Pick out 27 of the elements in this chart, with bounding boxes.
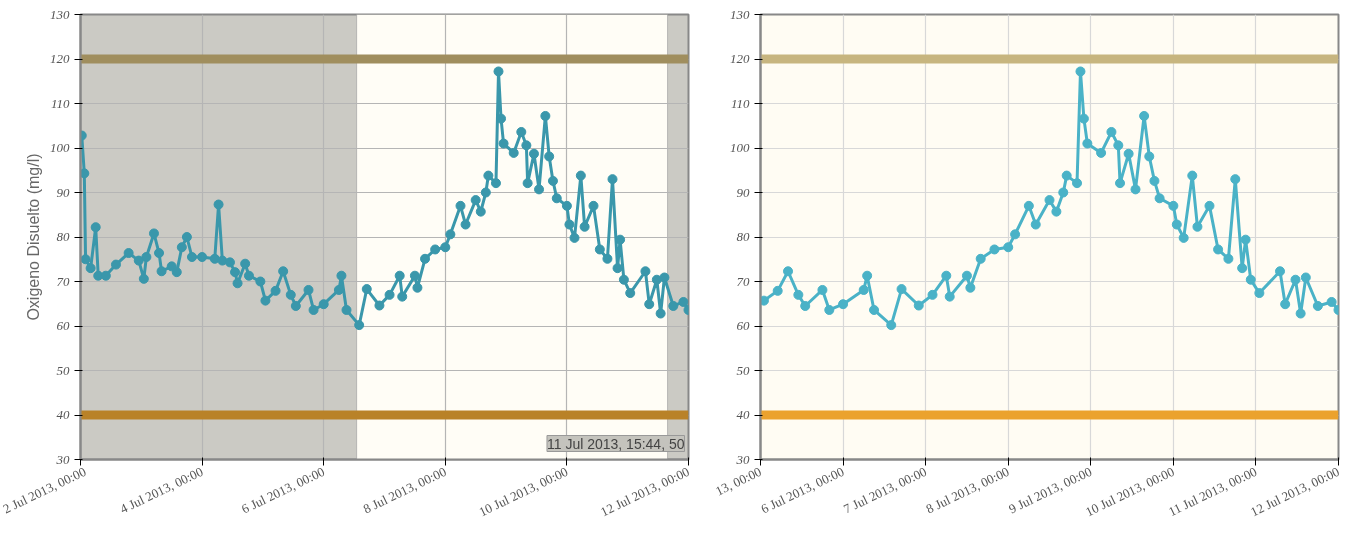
y-tick-label: 70 bbox=[56, 273, 70, 289]
y-tick-label: 50 bbox=[56, 362, 70, 378]
y-axis-title: Oxigeno Disuelto (mg/l) bbox=[25, 153, 42, 321]
y-tick-label: 80 bbox=[56, 229, 70, 244]
y-tick-label: 110 bbox=[50, 95, 70, 111]
y-tick-label: 70 bbox=[736, 273, 750, 289]
y-tick-label: 60 bbox=[736, 318, 750, 333]
y-tick-label: 100 bbox=[50, 140, 70, 155]
y-tick-label: 60 bbox=[56, 318, 70, 333]
y-tick-label: 40 bbox=[736, 407, 750, 422]
y-tick-label: 100 bbox=[730, 140, 750, 155]
x-tick-label: 8 Jul 2013, 00:00 bbox=[360, 463, 449, 517]
annotation: 11 Jul 2013, 15:44, 50 bbox=[546, 435, 685, 452]
y-tick-label: 80 bbox=[736, 229, 750, 244]
y-tick-label: 40 bbox=[56, 407, 70, 422]
y-tick-label: 120 bbox=[730, 51, 750, 66]
y-tick-label: 90 bbox=[56, 184, 70, 200]
x-tick-label: 4 Jul 2013, 00:00 bbox=[117, 463, 206, 517]
y-tick-label: 120 bbox=[50, 51, 70, 66]
y-tick-label: 110 bbox=[730, 95, 750, 111]
x-tick-label: 10 Jul 2013, 00:00 bbox=[476, 463, 571, 520]
y-tick-label: 90 bbox=[736, 184, 750, 200]
y-tick-label: 130 bbox=[50, 6, 70, 22]
x-tick-label: 6 Jul 2013, 00:00 bbox=[239, 463, 327, 517]
x-tick-label: 12 Jul 2013, 00:00 bbox=[598, 463, 692, 520]
y-tick-label: 130 bbox=[730, 6, 750, 22]
y-tick-label: 50 bbox=[736, 362, 750, 378]
